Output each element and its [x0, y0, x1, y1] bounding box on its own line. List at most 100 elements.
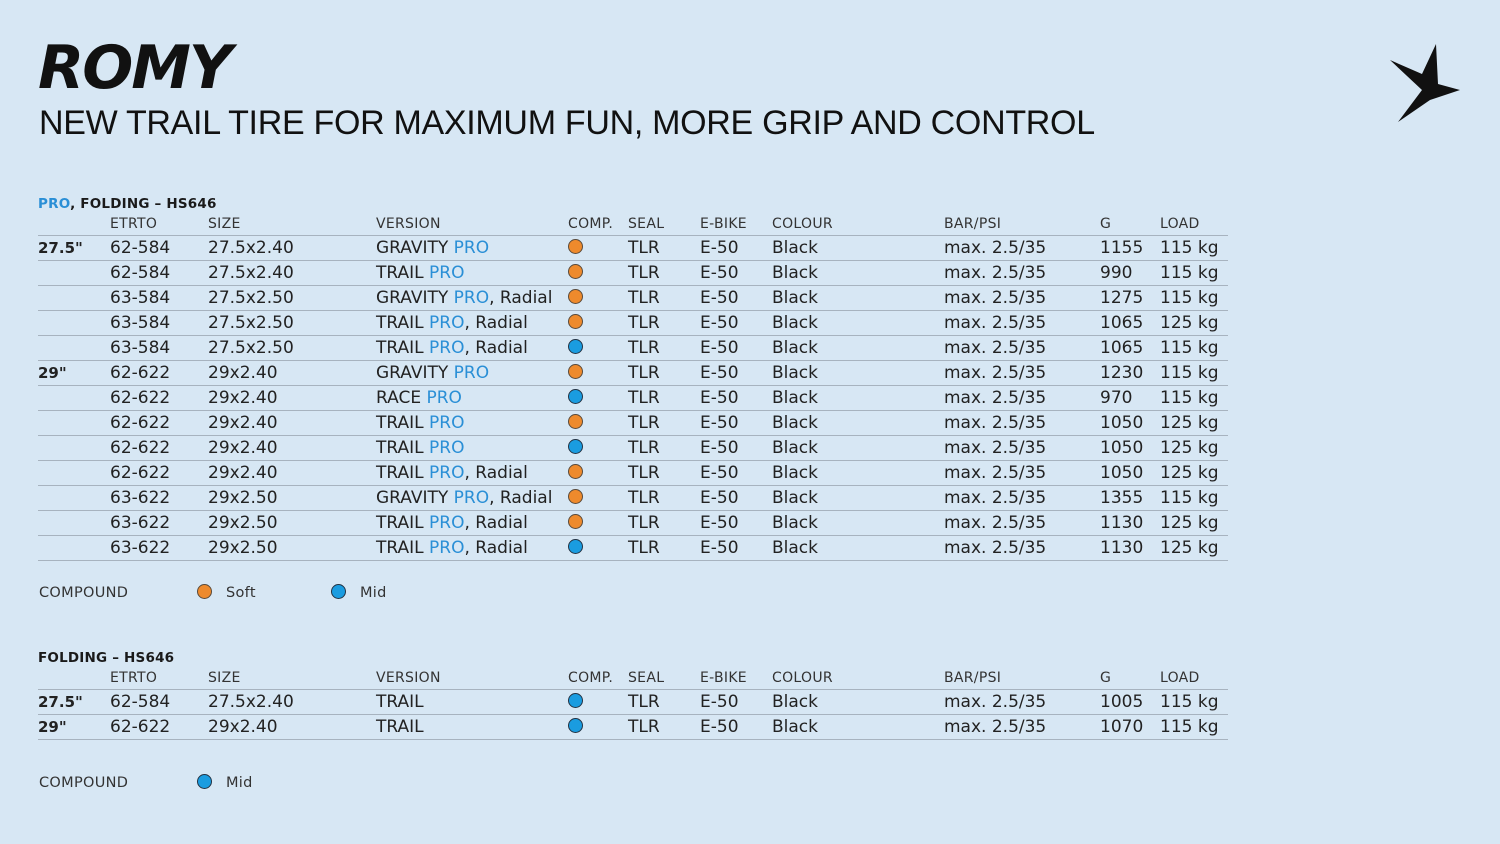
bar-cell: max. 2.5/35 [944, 263, 1047, 283]
seal-cell: TLR [628, 288, 660, 308]
seal-cell: TLR [628, 413, 660, 433]
seal-cell: TLR [628, 363, 660, 383]
column-header: LOAD [1160, 216, 1200, 232]
rim-size-cell [38, 336, 110, 360]
rim-size-cell [38, 461, 110, 485]
soft-compound-dot-icon [568, 464, 583, 479]
legend-item-soft: Soft [197, 583, 256, 603]
bar-cell: max. 2.5/35 [944, 513, 1047, 533]
version-cell: TRAIL PRO, Radial [376, 311, 568, 335]
load-cell: 115 kg [1160, 717, 1219, 737]
etrto-cell: 62-622 [110, 363, 171, 383]
version-cell: TRAIL PRO, Radial [376, 461, 568, 485]
version-name: TRAIL [376, 438, 430, 458]
etrto-cell: 62-622 [110, 438, 171, 458]
rim-size-cell: 27.5" [38, 693, 83, 711]
column-header: BAR/PSI [944, 670, 1002, 686]
g-cell: 1050 [1100, 463, 1144, 483]
soft-compound-dot-icon [568, 239, 583, 254]
soft-compound-dot-icon [568, 314, 583, 329]
ebike-cell: E-50 [700, 488, 739, 508]
table-row: 27.5" 62-584 27.5x2.40 GRAVITY PRO TLR E-50 Bl… [38, 236, 1228, 261]
version-pro-tag: PRO [453, 363, 490, 383]
table-row: 63-622 29x2.50 GRAVITY PRO, Radial TLR E-50 B… [38, 486, 1228, 511]
version-cell: TRAIL PRO [376, 261, 568, 285]
section-title-text: , FOLDING – HS646 [70, 196, 217, 212]
mid-compound-dot-icon [331, 584, 346, 599]
compound-cell [568, 411, 628, 435]
colour-cell: Black [772, 388, 818, 408]
load-cell: 125 kg [1160, 438, 1219, 458]
seal-cell: TLR [628, 538, 660, 558]
size-cell: 29x2.40 [208, 438, 278, 458]
version-cell: TRAIL [376, 690, 568, 714]
column-header: E-BIKE [700, 670, 747, 686]
ebike-cell: E-50 [700, 438, 739, 458]
table-row: 63-584 27.5x2.50 TRAIL PRO, Radial TLR E-50 B… [38, 311, 1228, 336]
seal-cell: TLR [628, 488, 660, 508]
version-name: GRAVITY [376, 488, 454, 508]
version-pro-tag: PRO [453, 238, 490, 258]
legend-item-label: Mid [226, 775, 253, 791]
version-suffix: , Radial [489, 488, 553, 508]
load-cell: 115 kg [1160, 263, 1219, 283]
version-pro-tag: PRO [429, 438, 465, 458]
column-header: COLOUR [772, 670, 833, 686]
version-name: RACE [376, 388, 427, 408]
load-cell: 115 kg [1160, 388, 1219, 408]
table-row: 62-622 29x2.40 TRAIL PRO, Radial TLR E-50 Bla… [38, 461, 1228, 486]
soft-compound-dot-icon [568, 414, 583, 429]
rim-size-cell [38, 386, 110, 410]
column-header: BAR/PSI [944, 216, 1002, 232]
legend-label: COMPOUND [39, 585, 129, 601]
etrto-cell: 62-584 [110, 263, 171, 283]
bar-cell: max. 2.5/35 [944, 338, 1047, 358]
folding-section: FOLDING – HS646 ETRTO SIZE VERSION COMP. SEAL… [38, 649, 1228, 740]
g-cell: 1050 [1100, 413, 1144, 433]
column-header: ETRTO [110, 670, 158, 686]
compound-cell [568, 261, 628, 285]
ebike-cell: E-50 [700, 513, 739, 533]
header-spacer [38, 213, 110, 235]
version-cell: GRAVITY PRO [376, 236, 568, 260]
table-row: 27.5" 62-584 27.5x2.40 TRAIL TLR E-50 Black max… [38, 690, 1228, 715]
version-pro-tag: PRO [429, 463, 465, 483]
compound-cell [568, 286, 628, 310]
legend-label: COMPOUND [39, 775, 129, 791]
seal-cell: TLR [628, 238, 660, 258]
section-title: PRO, FOLDING – HS646 [38, 195, 1228, 213]
table-row: 63-584 27.5x2.50 TRAIL PRO, Radial TLR E-50 B… [38, 336, 1228, 361]
colour-cell: Black [772, 538, 818, 558]
version-cell: TRAIL PRO [376, 436, 568, 460]
legend-item-mid: Mid [197, 773, 253, 793]
load-cell: 115 kg [1160, 338, 1219, 358]
g-cell: 1155 [1100, 238, 1144, 258]
table-row: 62-622 29x2.40 TRAIL PRO TLR E-50 Black max. 2… [38, 436, 1228, 461]
version-pro-tag: PRO [429, 313, 465, 333]
size-cell: 27.5x2.50 [208, 313, 294, 333]
etrto-cell: 63-584 [110, 338, 171, 358]
table-row: 62-622 29x2.40 TRAIL PRO TLR E-50 Black max. 2… [38, 411, 1228, 436]
version-name: GRAVITY [376, 288, 454, 308]
colour-cell: Black [772, 363, 818, 383]
ebike-cell: E-50 [700, 238, 739, 258]
section-title-pro: PRO [38, 196, 71, 212]
pro-folding-section: PRO, FOLDING – HS646 ETRTO SIZE VERSION COMP… [38, 195, 1228, 561]
column-header: COLOUR [772, 216, 833, 232]
version-cell: GRAVITY PRO, Radial [376, 286, 568, 310]
seal-cell: TLR [628, 717, 660, 737]
g-cell: 1065 [1100, 313, 1144, 333]
compound-cell [568, 536, 628, 560]
size-cell: 29x2.40 [208, 363, 278, 383]
bar-cell: max. 2.5/35 [944, 238, 1047, 258]
etrto-cell: 62-622 [110, 717, 171, 737]
version-cell: TRAIL PRO, Radial [376, 511, 568, 535]
etrto-cell: 62-584 [110, 238, 171, 258]
size-cell: 29x2.40 [208, 717, 278, 737]
column-header: COMP. [568, 216, 614, 232]
colour-cell: Black [772, 413, 818, 433]
mid-compound-dot-icon [568, 389, 583, 404]
soft-compound-dot-icon [197, 584, 212, 599]
load-cell: 125 kg [1160, 538, 1219, 558]
version-suffix: , Radial [464, 463, 528, 483]
